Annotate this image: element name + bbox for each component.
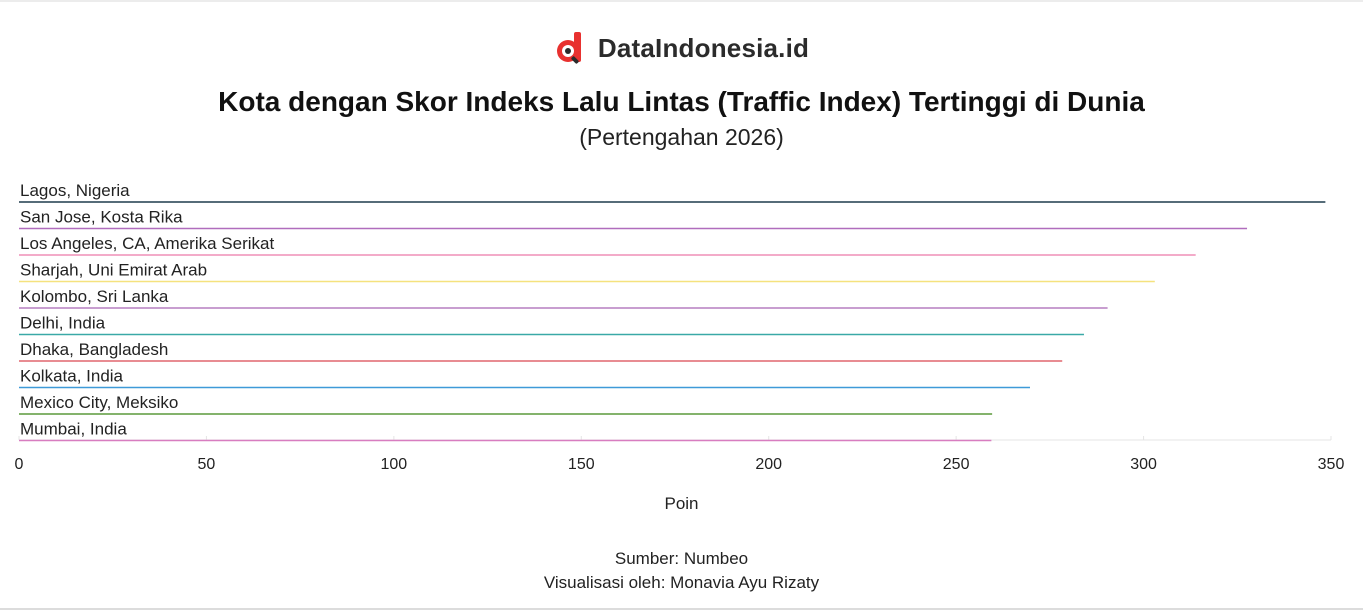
x-axis-label: Poin — [664, 494, 699, 513]
category-label: Delhi, India — [20, 314, 106, 333]
category-label: Dhaka, Bangladesh — [20, 340, 168, 359]
category-label: Kolombo, Sri Lanka — [20, 287, 169, 306]
chart-title: Kota dengan Skor Indeks Lalu Lintas (Tra… — [218, 86, 1145, 117]
source-note: Sumber: Numbeo — [614, 549, 749, 568]
x-tick-label: 200 — [755, 456, 782, 473]
bottom-divider — [0, 608, 1363, 610]
x-tick-label: 50 — [198, 456, 216, 473]
dataindonesia-logo-icon — [556, 32, 581, 64]
bar-chart: Lagos, Nigeria San Jose, Kosta Rika Los An… — [15, 181, 1345, 473]
category-label: Kolkata, India — [20, 367, 124, 386]
chart-subtitle: (Pertengahan 2026) — [579, 124, 784, 150]
brand-header: DataIndonesia.id — [0, 30, 1363, 66]
x-tick-label: 350 — [1318, 456, 1345, 473]
brand-name: DataIndonesia.id — [597, 32, 810, 63]
category-label: San Jose, Kosta Rika — [20, 208, 183, 227]
x-tick-label: 0 — [15, 456, 24, 473]
x-tick-label: 300 — [1130, 456, 1157, 473]
category-label: Los Angeles, CA, Amerika Serikat — [20, 234, 274, 253]
x-tick-label: 250 — [943, 456, 970, 473]
x-tick-label: 150 — [568, 456, 595, 473]
top-divider — [0, 0, 1363, 2]
category-label: Mumbai, India — [20, 420, 127, 439]
x-tick-label: 100 — [381, 456, 408, 473]
category-label: Sharjah, Uni Emirat Arab — [20, 261, 207, 280]
category-label: Mexico City, Meksiko — [20, 393, 178, 412]
credit-note: Visualisasi oleh: Monavia Ayu Rizaty — [543, 573, 820, 592]
category-label: Lagos, Nigeria — [20, 181, 130, 200]
